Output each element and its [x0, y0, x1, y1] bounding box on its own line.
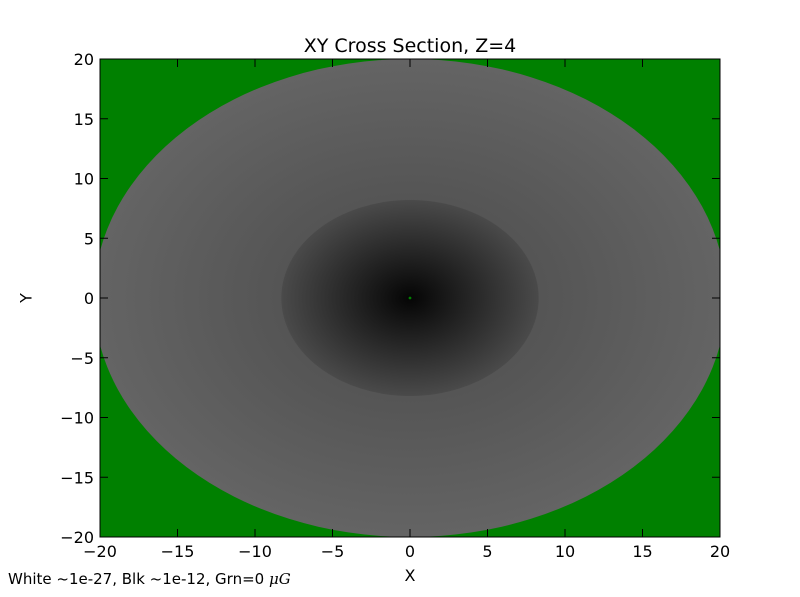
y-axis-label: Y: [16, 293, 36, 303]
x-tick-label: −10: [238, 542, 272, 561]
x-tick-label: 15: [632, 542, 652, 561]
x-tick-label: 0: [405, 542, 415, 561]
center-zero-spot: [408, 296, 412, 300]
colorscale-footnote: White ~1e-27, Blk ~1e-12, Grn=0 μG: [8, 570, 291, 588]
y-tick-label: −5: [70, 349, 94, 368]
x-tick-label: −15: [161, 542, 195, 561]
footnote-text: White ~1e-27, Blk ~1e-12, Grn=0: [8, 570, 269, 588]
x-tick-label: 20: [710, 542, 730, 561]
x-axis-label: X: [404, 566, 416, 585]
y-tick-label: 20: [74, 50, 94, 69]
y-tick-label: 15: [74, 110, 94, 129]
x-tick-label: 5: [482, 542, 492, 561]
y-tick-label: −15: [60, 468, 94, 487]
footnote-unit: μG: [268, 570, 291, 588]
x-tick-label: −5: [321, 542, 345, 561]
chart-title: XY Cross Section, Z=4: [303, 35, 517, 57]
y-tick-label: 0: [84, 289, 94, 308]
y-tick-label: 5: [84, 229, 94, 248]
x-tick-label: 10: [555, 542, 575, 561]
y-tick-label: 10: [74, 170, 94, 189]
y-tick-label: −10: [60, 409, 94, 428]
x-tick-label: −20: [83, 542, 117, 561]
y-tick-label: −20: [60, 528, 94, 547]
